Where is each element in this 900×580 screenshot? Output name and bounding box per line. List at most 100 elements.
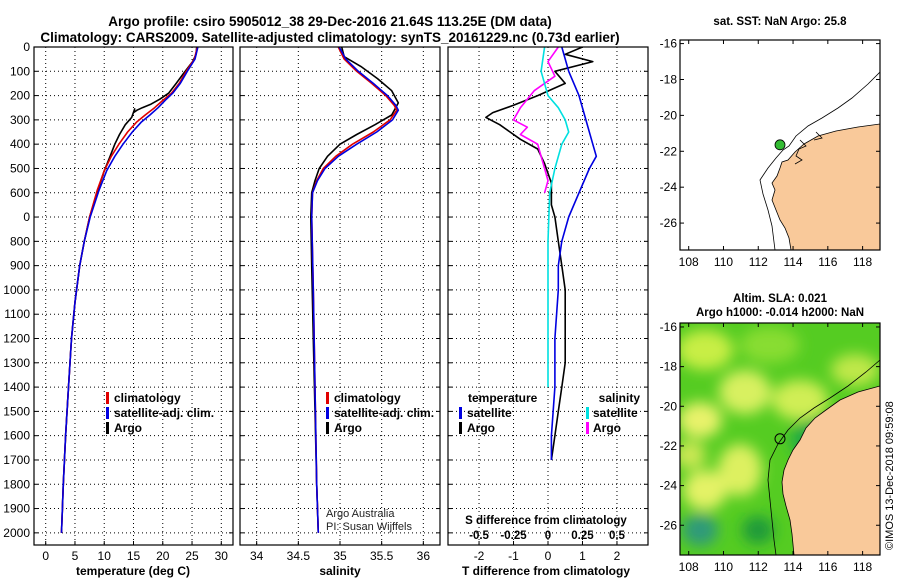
- y-tick-label: 1400: [3, 380, 30, 394]
- map-y-tick-label: -24: [660, 479, 678, 493]
- x-tick-label: 25: [185, 549, 199, 563]
- legend-swatch-s-argo: [586, 422, 589, 434]
- sla-label: Altim. SLA: 0.021: [733, 293, 828, 305]
- legend-label-satellite: satellite-adj. clim.: [334, 406, 434, 420]
- map-x-tick-label: 112: [749, 560, 768, 574]
- y-tick-label: 1900: [3, 502, 30, 516]
- y-tick-label: 400: [10, 137, 30, 151]
- x2-tick-label: 0.25: [571, 530, 594, 542]
- x-tick-label: 30: [215, 549, 229, 563]
- map-x-tick-label: 116: [818, 255, 837, 269]
- y-tick-label: 1800: [3, 477, 30, 491]
- sst-label: sat. SST: NaN Argo: 25.8: [713, 16, 847, 28]
- legend-label-satellite: satellite-adj. clim.: [114, 406, 214, 420]
- legend-heading-temperature: temperature: [468, 391, 538, 405]
- series-line-argo: [60, 47, 198, 533]
- location-map-isobath: [759, 71, 880, 250]
- legend-label-climatology: climatology: [334, 391, 401, 405]
- map-y-tick-label: -18: [660, 72, 678, 86]
- y-tick-label: 1700: [3, 453, 30, 467]
- temperature-panel: 0 5 10 15 20 25 30 0 100 200 300 400 500 600 800 900 0 1…: [3, 40, 234, 578]
- legend-swatch-satellite: [326, 407, 329, 419]
- x-tick-label: 0: [545, 549, 552, 563]
- location-map-frame: [679, 39, 881, 251]
- legend-swatch-satellite: [106, 407, 109, 419]
- series-line-salinity-argo: [512, 47, 559, 194]
- sla-map: Altim. SLA: 0.021 Argo h1000: -0.014 h20…: [660, 293, 881, 574]
- imos-stamp: ©IMOS 13-Dec-2018 09:59:08: [884, 401, 896, 550]
- salinity-xlabel: salinity: [319, 564, 361, 578]
- pi-note: PI: Susan Wijffels: [326, 521, 412, 533]
- temperature-frame: [33, 46, 234, 546]
- x-tick-label: 15: [127, 549, 141, 563]
- x-tick-label: 5: [72, 549, 79, 563]
- x-tick-label: 0: [42, 549, 49, 563]
- y-tick-label: 1600: [3, 429, 30, 443]
- map-y-tick-label: -20: [660, 399, 678, 413]
- y-tick-label: 0: [23, 40, 30, 54]
- map-x-tick-label: 110: [714, 255, 733, 269]
- x-tick-label: 35: [333, 549, 347, 563]
- legend-swatch-climatology: [326, 392, 329, 404]
- x2-tick-label: 0: [545, 530, 551, 542]
- map-y-tick-label: -16: [660, 320, 678, 334]
- height-label: Argo h1000: -0.014 h2000: NaN: [696, 307, 864, 319]
- map-y-tick-label: -22: [660, 144, 678, 158]
- difference-frame: [447, 46, 649, 546]
- y-tick-label: 100: [10, 64, 30, 78]
- x-tick-label: 2: [614, 549, 621, 563]
- s-difference-label: S difference from climatology: [465, 515, 627, 527]
- map-y-tick-label: -26: [660, 518, 678, 532]
- title-line-1: Argo profile: csiro 5905012_38 29-Dec-20…: [108, 14, 551, 29]
- legend-label-argo: Argo: [334, 421, 362, 435]
- x-tick-label: 34: [250, 549, 264, 563]
- argo-position-marker: [774, 139, 786, 151]
- sla-map-land: [781, 385, 880, 555]
- temperature-legend: climatology satellite-adj. clim. Argo: [106, 391, 214, 435]
- sla-map-isobath: [767, 359, 880, 555]
- series-line-temperature-satellite: [550, 47, 598, 460]
- sla-map-frame: [679, 322, 881, 556]
- x-tick-label: 35.5: [370, 549, 394, 563]
- legend-label-t-argo: Argo: [467, 421, 495, 435]
- map-x-tick-label: 110: [714, 560, 733, 574]
- location-map: sat. SST: NaN Argo: 25.8 108 110 112 114 116…: [660, 16, 881, 269]
- difference-legend: temperature salinity satellite Argo sate…: [459, 391, 640, 435]
- y-tick-label: 600: [10, 186, 30, 200]
- y-tick-label: 800: [10, 234, 30, 248]
- argo-australia-note: Argo Australia: [326, 508, 395, 520]
- map-y-tick-label: -24: [660, 180, 678, 194]
- map-x-tick-label: 118: [853, 255, 872, 269]
- map-y-tick-label: -20: [660, 108, 678, 122]
- salinity-legend: climatology satellite-adj. clim. Argo: [326, 391, 434, 435]
- legend-swatch-climatology: [106, 392, 109, 404]
- map-x-tick-label: 118: [853, 560, 872, 574]
- sla-field: [680, 327, 879, 546]
- legend-label-s-satellite: satellite: [593, 406, 638, 420]
- y-tick-label: 300: [10, 113, 30, 127]
- map-x-tick-label: 108: [679, 255, 699, 269]
- map-y-tick-label: -18: [660, 360, 678, 374]
- legend-swatch-t-satellite: [459, 407, 462, 419]
- salinity-panel: 34 34.5 35 35.5 36 salinity climatology sate…: [239, 46, 441, 578]
- map-x-tick-label: 114: [783, 560, 802, 574]
- map-x-tick-label: 114: [783, 255, 802, 269]
- y-tick-label: 900: [10, 259, 30, 273]
- title-line-2: Climatology: CARS2009. Satellite-adjuste…: [40, 30, 619, 45]
- x2-tick-label: 0.5: [609, 530, 626, 542]
- map-y-tick-label: -26: [660, 216, 678, 230]
- y-tick-label: 1200: [3, 332, 30, 346]
- legend-label-s-argo: Argo: [593, 421, 621, 435]
- series-line-satellite-adj-clim-: [60, 47, 199, 533]
- legend-label-argo: Argo: [114, 421, 142, 435]
- legend-swatch-argo: [106, 422, 109, 434]
- series-line-argo: [309, 47, 400, 533]
- x-tick-label: 36: [417, 549, 431, 563]
- x-tick-label: 20: [156, 549, 170, 563]
- series-line-salinity-satellite: [540, 47, 570, 388]
- map-x-tick-label: 112: [749, 255, 768, 269]
- x-tick-label: -1: [508, 549, 519, 563]
- legend-swatch-t-argo: [459, 422, 462, 434]
- x-tick-label: 1: [579, 549, 586, 563]
